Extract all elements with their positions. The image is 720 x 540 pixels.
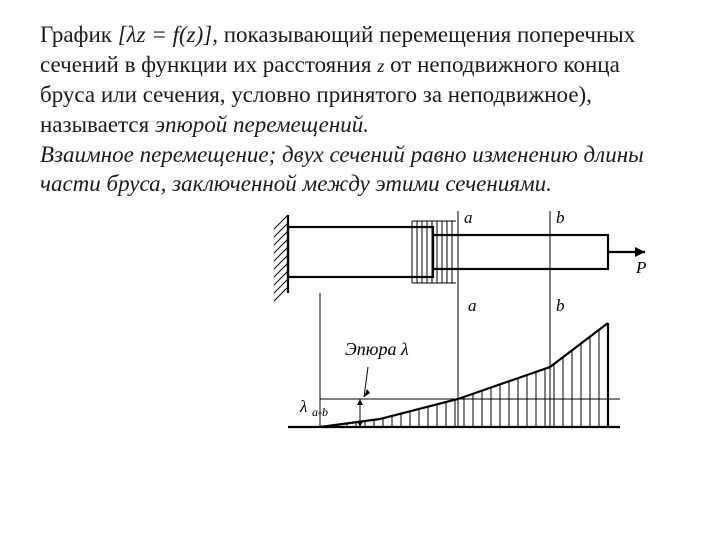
svg-text:λ: λ <box>299 397 307 416</box>
svg-text:Эпюра λ: Эпюра λ <box>345 339 409 359</box>
svg-text:b: b <box>556 208 565 227</box>
svg-text:b: b <box>556 296 565 315</box>
paragraph-2: Взаимное перемещение; двух сечений равно… <box>40 140 680 200</box>
displacement-diagram: a b a b P Эпюра λ λ a-b <box>260 207 650 437</box>
svg-text:a-b: a-b <box>312 405 328 419</box>
p1-term: эпюрой перемещений. <box>155 112 369 137</box>
svg-text:P: P <box>635 258 646 277</box>
svg-text:a: a <box>468 296 477 315</box>
paragraph-1: График [λz = f(z)], показывающий перемещ… <box>40 20 680 140</box>
svg-text:a: a <box>464 208 473 227</box>
p1-formula: [λz = f(z)], <box>118 22 218 47</box>
page: График [λz = f(z)], показывающий перемещ… <box>0 0 720 437</box>
figure-container: a b a b P Эпюра λ λ a-b <box>40 207 680 437</box>
p1-pre: График <box>40 22 118 47</box>
